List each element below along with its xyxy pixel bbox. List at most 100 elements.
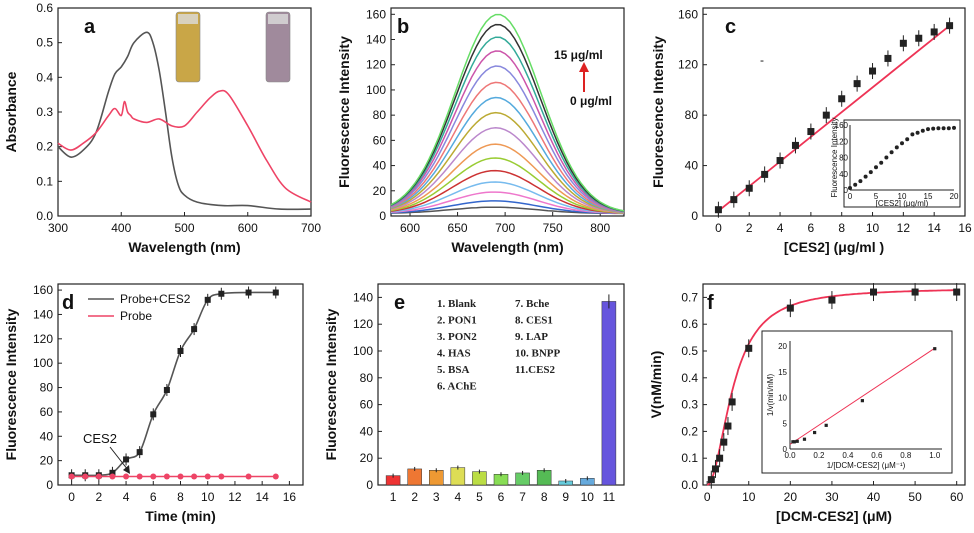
x-tick-label: 5 xyxy=(476,490,483,504)
x-tick-label: 60 xyxy=(950,490,964,504)
inset-y-tick: 5 xyxy=(783,419,788,428)
annotation-bottom: 0 μg/ml xyxy=(570,94,612,108)
inset-y-tick: 80 xyxy=(839,154,848,163)
series-line xyxy=(57,31,312,211)
data-point xyxy=(707,476,715,484)
inset-x-label: [CES2] (μg/ml) xyxy=(876,199,929,208)
data-point xyxy=(870,288,878,296)
data-point xyxy=(136,449,143,456)
inset-y-tick: 15 xyxy=(778,368,787,377)
y-tick-label: 0.4 xyxy=(681,371,698,385)
y-tick-label: 40 xyxy=(685,159,699,173)
x-tick-label: 2 xyxy=(95,490,102,504)
x-tick-label: 30 xyxy=(825,490,839,504)
x-tick-label: 300 xyxy=(48,221,68,235)
data-point xyxy=(123,456,130,463)
inset-point xyxy=(920,128,925,133)
y-tick-label: 0.5 xyxy=(681,344,698,358)
inset-point xyxy=(848,185,852,190)
x-tick-label: 12 xyxy=(897,221,911,235)
inset-point xyxy=(946,126,951,131)
x-tick-label: 400 xyxy=(111,221,131,235)
data-point xyxy=(720,438,728,446)
data-point xyxy=(930,28,938,36)
sample-vial-photo xyxy=(175,11,201,83)
data-point xyxy=(776,157,784,165)
vial-cap xyxy=(178,14,198,24)
spectrum-line xyxy=(390,143,625,214)
x-tick-label: 8 xyxy=(177,490,184,504)
y-axis-label: Fluorescence Intensity xyxy=(650,36,666,188)
data-point-probe xyxy=(150,473,157,480)
x-tick-label: 6 xyxy=(498,490,505,504)
spectrum-line xyxy=(390,81,625,213)
y-tick-label: 0.6 xyxy=(36,1,53,15)
x-tick-label: 9 xyxy=(562,490,569,504)
inset-y-label: Fluorescence Intensity xyxy=(830,117,839,197)
x-tick-label: 14 xyxy=(927,221,941,235)
panel-label: e xyxy=(394,292,405,314)
inset-x-tick: 0.6 xyxy=(871,451,883,460)
data-point xyxy=(884,54,892,62)
stray-mark: - xyxy=(760,53,764,67)
y-tick-label: 40 xyxy=(360,424,374,438)
y-tick-label: 120 xyxy=(366,58,386,72)
spectrum-line xyxy=(390,96,625,213)
spectrum-line xyxy=(390,36,625,213)
data-point xyxy=(728,398,736,406)
inset-point xyxy=(858,179,863,184)
data-point xyxy=(163,386,170,393)
plot-frame xyxy=(377,283,625,486)
data-point-probe xyxy=(136,473,143,480)
x-tick-label: 2 xyxy=(746,221,753,235)
inset-point xyxy=(853,182,858,187)
fit-line xyxy=(717,24,951,212)
spectrum-line xyxy=(390,191,625,215)
x-axis-label: [CES2] (μg/ml ) xyxy=(784,239,884,255)
inset-point xyxy=(900,141,904,146)
y-tick-label: 120 xyxy=(33,332,53,346)
legend-entry: 6. AChE xyxy=(437,381,477,393)
annotation-arrow xyxy=(109,446,129,471)
y-tick-label: 60 xyxy=(40,405,54,419)
spectrum-line xyxy=(390,181,625,214)
data-point xyxy=(828,296,836,304)
data-point-probe xyxy=(191,473,198,480)
x-tick-label: 0 xyxy=(715,221,722,235)
inset-point xyxy=(868,170,873,175)
inset-x-tick: 1.0 xyxy=(929,451,941,460)
inset-point xyxy=(824,423,828,427)
y-tick-label: 0.3 xyxy=(36,105,53,119)
panel-label: d xyxy=(62,292,74,314)
increase-arrow-head xyxy=(579,62,589,72)
x-tick-label: 650 xyxy=(448,221,468,235)
data-point xyxy=(953,288,961,296)
x-tick-label: 700 xyxy=(301,221,321,235)
data-point-probe xyxy=(218,473,225,480)
panel-b: 600 650 700 750 800 0 20 40 60 80 100 120 140 160 Wave… xyxy=(336,7,625,255)
x-tick-label: 4 xyxy=(123,490,130,504)
x-tick-label: 10 xyxy=(581,490,595,504)
legend-entry: Probe+CES2 xyxy=(120,292,191,306)
y-tick-label: 120 xyxy=(678,58,698,72)
data-point-probe xyxy=(95,473,102,480)
inset-point xyxy=(813,430,817,435)
x-tick-label: 750 xyxy=(543,221,563,235)
data-point-probe xyxy=(204,473,211,480)
x-tick-label: 0 xyxy=(704,490,711,504)
spectrum-line xyxy=(390,23,625,212)
y-tick-label: 160 xyxy=(33,283,53,297)
inset-x-tick: 0.0 xyxy=(784,451,796,460)
x-tick-label: 11 xyxy=(603,490,616,504)
inset-point xyxy=(910,132,915,137)
data-point xyxy=(745,184,753,192)
x-tick-label: 8 xyxy=(541,490,548,504)
data-point xyxy=(761,170,769,178)
data-point xyxy=(786,304,794,312)
panel-label: a xyxy=(84,16,96,38)
x-tick-label: 14 xyxy=(255,490,269,504)
data-point-probe xyxy=(177,473,184,480)
plot-frame xyxy=(702,7,966,217)
